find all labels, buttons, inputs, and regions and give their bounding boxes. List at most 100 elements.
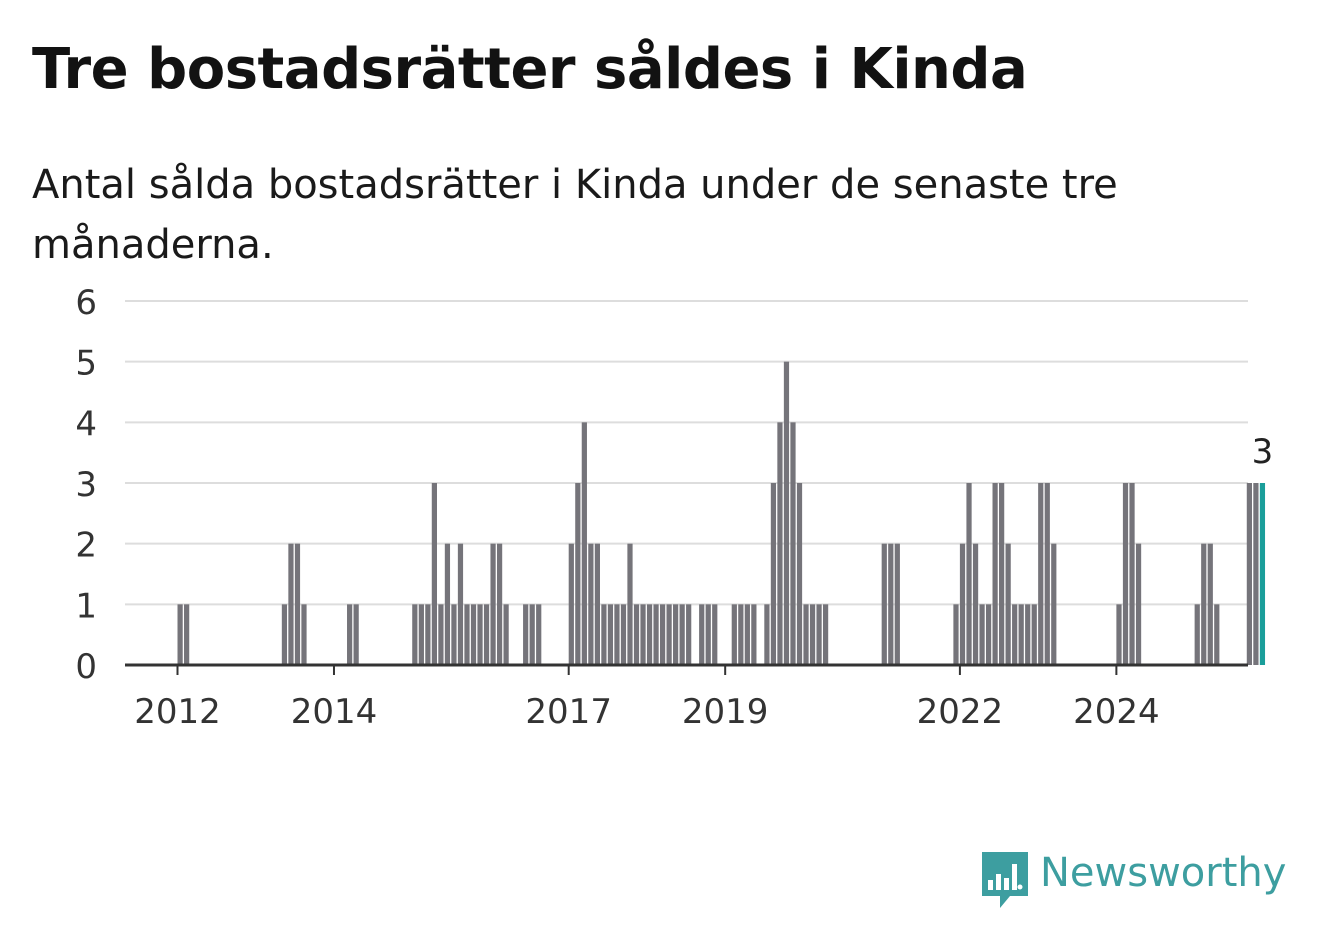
bar — [686, 604, 692, 665]
bar — [699, 604, 705, 665]
bar — [353, 604, 359, 665]
bar — [594, 543, 600, 665]
bar — [607, 604, 614, 665]
bar — [796, 483, 803, 665]
highlight-value-label: 3 — [1252, 432, 1274, 472]
bar — [477, 604, 483, 665]
bar — [646, 604, 653, 665]
x-tick-label: 2019 — [682, 692, 769, 732]
x-tick-label: 2014 — [291, 692, 378, 732]
bar — [614, 604, 620, 665]
bar — [888, 543, 894, 665]
bar — [1253, 483, 1259, 665]
bar — [451, 604, 457, 665]
bar — [803, 604, 809, 665]
bar — [601, 604, 607, 665]
bar — [627, 543, 633, 665]
bar — [894, 543, 900, 665]
y-tick-label: 1 — [75, 586, 97, 626]
bar — [1246, 483, 1252, 665]
bar — [972, 543, 979, 665]
bar — [881, 543, 887, 665]
bar — [1129, 483, 1135, 665]
bar — [1214, 604, 1220, 665]
bar — [822, 604, 829, 665]
bar — [777, 422, 783, 665]
bar — [431, 483, 437, 665]
bar — [588, 543, 594, 665]
bar — [418, 604, 424, 665]
bar — [1122, 483, 1129, 665]
bar — [744, 604, 750, 665]
bar — [496, 543, 503, 665]
bar — [301, 604, 307, 665]
bar — [953, 604, 959, 665]
bar — [523, 604, 529, 665]
bar — [751, 604, 757, 665]
bar — [1135, 543, 1142, 665]
bar — [985, 604, 992, 665]
x-tick-label: 2022 — [917, 692, 1004, 732]
bar — [288, 543, 294, 665]
chart-title: Tre bostadsrätter såldes i Kinda — [32, 37, 1028, 102]
bar — [1031, 604, 1037, 665]
bar — [1044, 483, 1050, 665]
bar — [184, 604, 190, 665]
chart-subtitle: Antal sålda bostadsrätter i Kinda under … — [32, 162, 1118, 268]
bar — [679, 604, 685, 665]
bar — [790, 422, 796, 665]
bar — [503, 604, 509, 665]
bar — [457, 543, 464, 665]
newsworthy-logo-icon — [982, 852, 1028, 908]
bar — [1018, 604, 1024, 665]
bar — [412, 604, 418, 665]
bar — [666, 604, 672, 665]
bar — [738, 604, 744, 665]
bar — [633, 604, 640, 665]
bar — [809, 604, 816, 665]
bar — [659, 604, 666, 665]
bar — [673, 604, 679, 665]
bar — [464, 604, 470, 665]
bar — [1116, 604, 1122, 665]
highlighted-bar — [1259, 483, 1266, 665]
bar — [1025, 604, 1031, 665]
bar — [1194, 604, 1200, 665]
bar — [490, 543, 496, 665]
bar — [1012, 604, 1018, 665]
bar — [536, 604, 542, 665]
bar — [979, 604, 985, 665]
bar — [470, 604, 477, 665]
bar — [966, 483, 972, 665]
bar — [764, 604, 770, 665]
bar — [705, 604, 711, 665]
bar-chart: 0 1 2 3 4 5 6 2012 2014 2017 2019 2022 2024 3 — [75, 283, 1274, 732]
bar — [620, 604, 627, 665]
bar — [568, 543, 574, 665]
y-tick-label: 6 — [75, 283, 97, 323]
bar — [1051, 543, 1057, 665]
x-tick-label: 2024 — [1073, 692, 1160, 732]
bar — [1201, 543, 1207, 665]
y-tick-label: 5 — [75, 344, 97, 384]
bar — [438, 604, 444, 665]
bar — [770, 483, 777, 665]
bar — [581, 422, 587, 665]
y-tick-label: 4 — [75, 404, 97, 444]
bar — [640, 604, 646, 665]
bar — [294, 543, 301, 665]
bar — [177, 604, 183, 665]
bar — [444, 543, 451, 665]
bar — [425, 604, 431, 665]
bar — [992, 483, 998, 665]
bar — [1005, 543, 1011, 665]
x-tick-label: 2012 — [134, 692, 221, 732]
bar — [712, 604, 718, 665]
bar — [1038, 483, 1044, 665]
x-tick-label: 2017 — [525, 692, 612, 732]
y-tick-label: 0 — [75, 647, 97, 687]
newsworthy-logo: Newsworthy — [980, 850, 1286, 910]
bar — [653, 604, 659, 665]
bar — [783, 361, 790, 665]
bar — [959, 543, 966, 665]
